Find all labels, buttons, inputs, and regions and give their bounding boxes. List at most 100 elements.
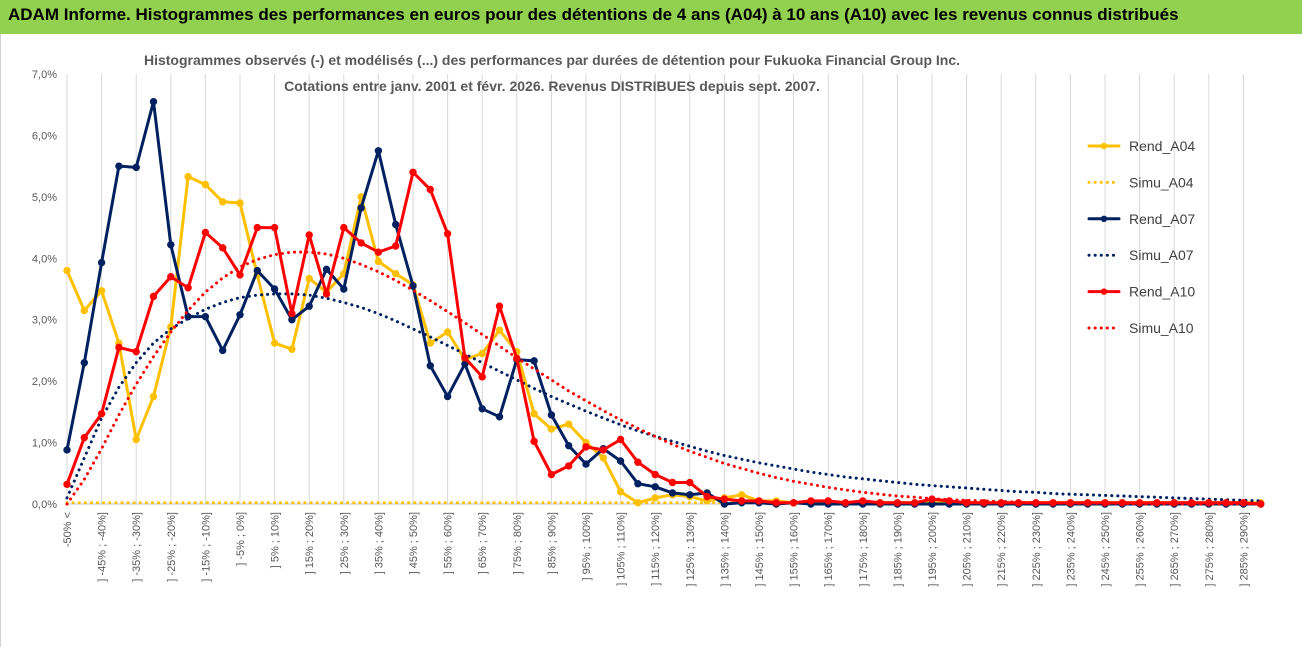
data-point: [426, 185, 434, 194]
data-point: [876, 499, 884, 507]
data-point: [1101, 499, 1109, 507]
x-tick-label: ] 35% ; 40%]: [373, 512, 385, 574]
data-point: [322, 290, 331, 298]
data-point: [167, 241, 175, 249]
data-point: [236, 199, 244, 207]
data-point: [374, 248, 383, 256]
x-tick-label: ] 25% ; 30%]: [339, 512, 351, 574]
data-point: [772, 499, 780, 507]
x-tick-label: ] -5% ; 0%]: [235, 512, 247, 566]
data-point: [305, 231, 313, 239]
data-point: [80, 433, 89, 442]
data-point: [495, 326, 504, 334]
data-point: [132, 435, 140, 444]
data-point: [97, 258, 106, 267]
x-tick-label: ] 75% ; 80%]: [512, 512, 524, 574]
data-point: [63, 266, 71, 275]
x-tick-label: ] 255% ; 260%]: [1135, 512, 1147, 587]
x-tick-label: ] -25% ; -20%]: [166, 512, 178, 582]
data-point: [374, 257, 383, 266]
data-point: [495, 413, 504, 421]
data-point: [513, 354, 521, 363]
data-point: [305, 274, 313, 283]
x-tick-label: ] -45% ; -40%]: [97, 512, 109, 582]
data-point: [582, 460, 590, 468]
data-point: [859, 497, 867, 505]
data-point: [928, 495, 936, 503]
x-tick-label: ] 45% ; 50%]: [408, 512, 420, 574]
data-point: [616, 457, 625, 465]
legend-label: Simu_A10: [1129, 320, 1194, 336]
data-point: [392, 220, 400, 229]
legend-item-rend-a10: Rend_A10: [1087, 284, 1195, 300]
x-tick-label: ] 165% ; 170%]: [823, 512, 835, 587]
data-point: [288, 309, 296, 318]
data-point: [167, 273, 175, 281]
data-point: [1032, 499, 1040, 507]
data-point: [219, 346, 227, 355]
data-point: [945, 497, 953, 505]
data-point: [997, 499, 1005, 507]
data-point: [616, 488, 625, 496]
x-tick-label: ] 65% ; 70%]: [477, 512, 489, 574]
data-point: [495, 302, 504, 310]
markers-rend-a10: [63, 168, 1265, 508]
data-point: [322, 265, 331, 274]
data-point: [357, 204, 365, 212]
x-tick-label: ] -15% ; -10%]: [200, 512, 212, 582]
x-tick-label: ] 195% ; 200%]: [927, 512, 939, 587]
data-point: [426, 339, 434, 347]
data-point: [1066, 499, 1075, 507]
data-point: [392, 242, 400, 250]
data-point: [651, 483, 659, 491]
data-point: [1170, 499, 1178, 507]
data-point: [80, 359, 89, 367]
data-point: [357, 239, 365, 247]
gridlines: [66, 74, 1244, 504]
data-point: [478, 349, 486, 358]
data-point: [893, 499, 902, 507]
data-point: [582, 443, 590, 451]
x-tick-label: ] 95% ; 100%]: [581, 512, 593, 581]
x-tick-label: ] 285% ; 290%]: [1238, 512, 1250, 587]
x-tick-label: ] 225% ; 230%]: [1031, 512, 1043, 587]
data-point: [703, 492, 711, 501]
data-point: [132, 163, 140, 172]
data-point: [547, 411, 556, 419]
data-point: [599, 446, 607, 454]
data-point: [184, 312, 192, 321]
legend: Rend_A04 Simu_A04 Rend_A07 Simu_A07 Rend_A10…: [1087, 138, 1195, 336]
data-point: [288, 345, 296, 353]
data-point: [97, 410, 106, 418]
x-tick-label: ] 205% ; 210%]: [962, 512, 974, 587]
data-point: [1014, 499, 1023, 507]
data-point: [409, 168, 417, 176]
y-tick-label: 5,0%: [32, 192, 57, 204]
x-tick-label: ] 55% ; 60%]: [443, 512, 455, 574]
legend-marker: [1100, 288, 1108, 295]
data-point: [634, 458, 642, 466]
y-tick-label: 7,0%: [32, 69, 57, 81]
data-point: [478, 373, 486, 381]
data-point: [1153, 499, 1161, 507]
data-point: [184, 172, 192, 181]
y-axis: 0,0% 1,0% 2,0% 3,0% 4,0% 5,0% 6,0% 7,0%: [32, 69, 57, 511]
series-line-rend-a07: [65, 100, 1263, 506]
data-point: [426, 362, 434, 370]
legend-label: Simu_A04: [1129, 174, 1194, 190]
legend-marker: [1100, 215, 1108, 222]
y-tick-label: 1,0%: [32, 438, 57, 450]
data-point: [340, 223, 348, 232]
legend-item-simu-a10: Simu_A10: [1087, 320, 1194, 336]
data-point: [115, 343, 123, 352]
data-point: [461, 354, 469, 362]
data-point: [651, 494, 659, 502]
data-point: [149, 292, 158, 301]
data-point: [565, 420, 573, 428]
legend-item-simu-a04: Simu_A04: [1087, 174, 1194, 190]
data-point: [980, 499, 988, 507]
x-tick-label: ] 155% ; 160%]: [789, 512, 801, 587]
data-point: [63, 446, 71, 454]
legend-item-simu-a07: Simu_A07: [1087, 247, 1194, 263]
data-point: [738, 491, 746, 499]
